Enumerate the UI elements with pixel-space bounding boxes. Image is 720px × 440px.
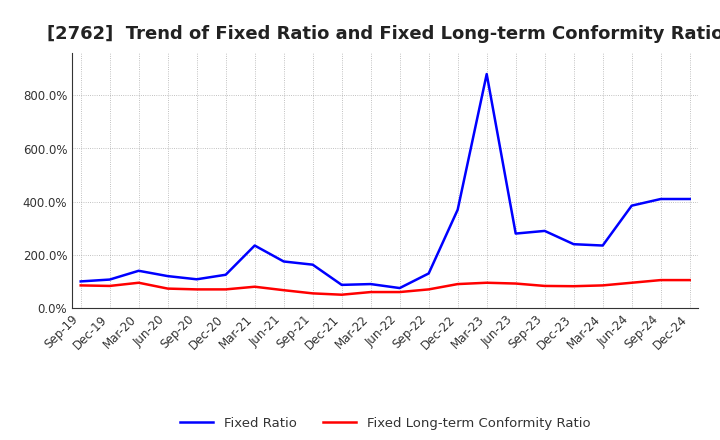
Line: Fixed Ratio: Fixed Ratio: [81, 74, 690, 288]
Fixed Ratio: [454, 207, 462, 212]
Fixed Ratio: [221, 272, 230, 277]
Fixed Ratio: [657, 196, 665, 202]
Fixed Long-term Conformity Ratio: [279, 288, 288, 293]
Fixed Ratio: [541, 228, 549, 234]
Fixed Long-term Conformity Ratio: [76, 283, 85, 288]
Fixed Long-term Conformity Ratio: [570, 283, 578, 289]
Fixed Long-term Conformity Ratio: [366, 290, 375, 295]
Fixed Long-term Conformity Ratio: [541, 283, 549, 289]
Fixed Long-term Conformity Ratio: [338, 292, 346, 297]
Fixed Long-term Conformity Ratio: [627, 280, 636, 286]
Fixed Ratio: [482, 71, 491, 77]
Fixed Long-term Conformity Ratio: [685, 278, 694, 283]
Fixed Ratio: [105, 277, 114, 282]
Fixed Ratio: [163, 273, 172, 279]
Line: Fixed Long-term Conformity Ratio: Fixed Long-term Conformity Ratio: [81, 280, 690, 295]
Fixed Ratio: [570, 242, 578, 247]
Fixed Ratio: [251, 243, 259, 248]
Legend: Fixed Ratio, Fixed Long-term Conformity Ratio: Fixed Ratio, Fixed Long-term Conformity …: [175, 411, 595, 435]
Fixed Ratio: [598, 243, 607, 248]
Fixed Ratio: [424, 271, 433, 276]
Fixed Ratio: [395, 286, 404, 291]
Fixed Long-term Conformity Ratio: [511, 281, 520, 286]
Fixed Ratio: [338, 282, 346, 287]
Fixed Long-term Conformity Ratio: [657, 278, 665, 283]
Fixed Ratio: [279, 259, 288, 264]
Fixed Long-term Conformity Ratio: [135, 280, 143, 286]
Fixed Long-term Conformity Ratio: [424, 287, 433, 292]
Fixed Ratio: [366, 282, 375, 287]
Fixed Ratio: [627, 203, 636, 208]
Title: [2762]  Trend of Fixed Ratio and Fixed Long-term Conformity Ratio: [2762] Trend of Fixed Ratio and Fixed Lo…: [47, 25, 720, 43]
Fixed Long-term Conformity Ratio: [395, 290, 404, 295]
Fixed Long-term Conformity Ratio: [454, 282, 462, 287]
Fixed Long-term Conformity Ratio: [482, 280, 491, 286]
Fixed Ratio: [511, 231, 520, 236]
Fixed Long-term Conformity Ratio: [221, 287, 230, 292]
Fixed Long-term Conformity Ratio: [105, 283, 114, 289]
Fixed Long-term Conformity Ratio: [251, 284, 259, 290]
Fixed Ratio: [685, 196, 694, 202]
Fixed Ratio: [192, 277, 201, 282]
Fixed Long-term Conformity Ratio: [598, 283, 607, 288]
Fixed Long-term Conformity Ratio: [192, 287, 201, 292]
Fixed Ratio: [308, 262, 317, 268]
Fixed Ratio: [76, 279, 85, 284]
Fixed Ratio: [135, 268, 143, 273]
Fixed Long-term Conformity Ratio: [308, 291, 317, 296]
Fixed Long-term Conformity Ratio: [163, 286, 172, 291]
